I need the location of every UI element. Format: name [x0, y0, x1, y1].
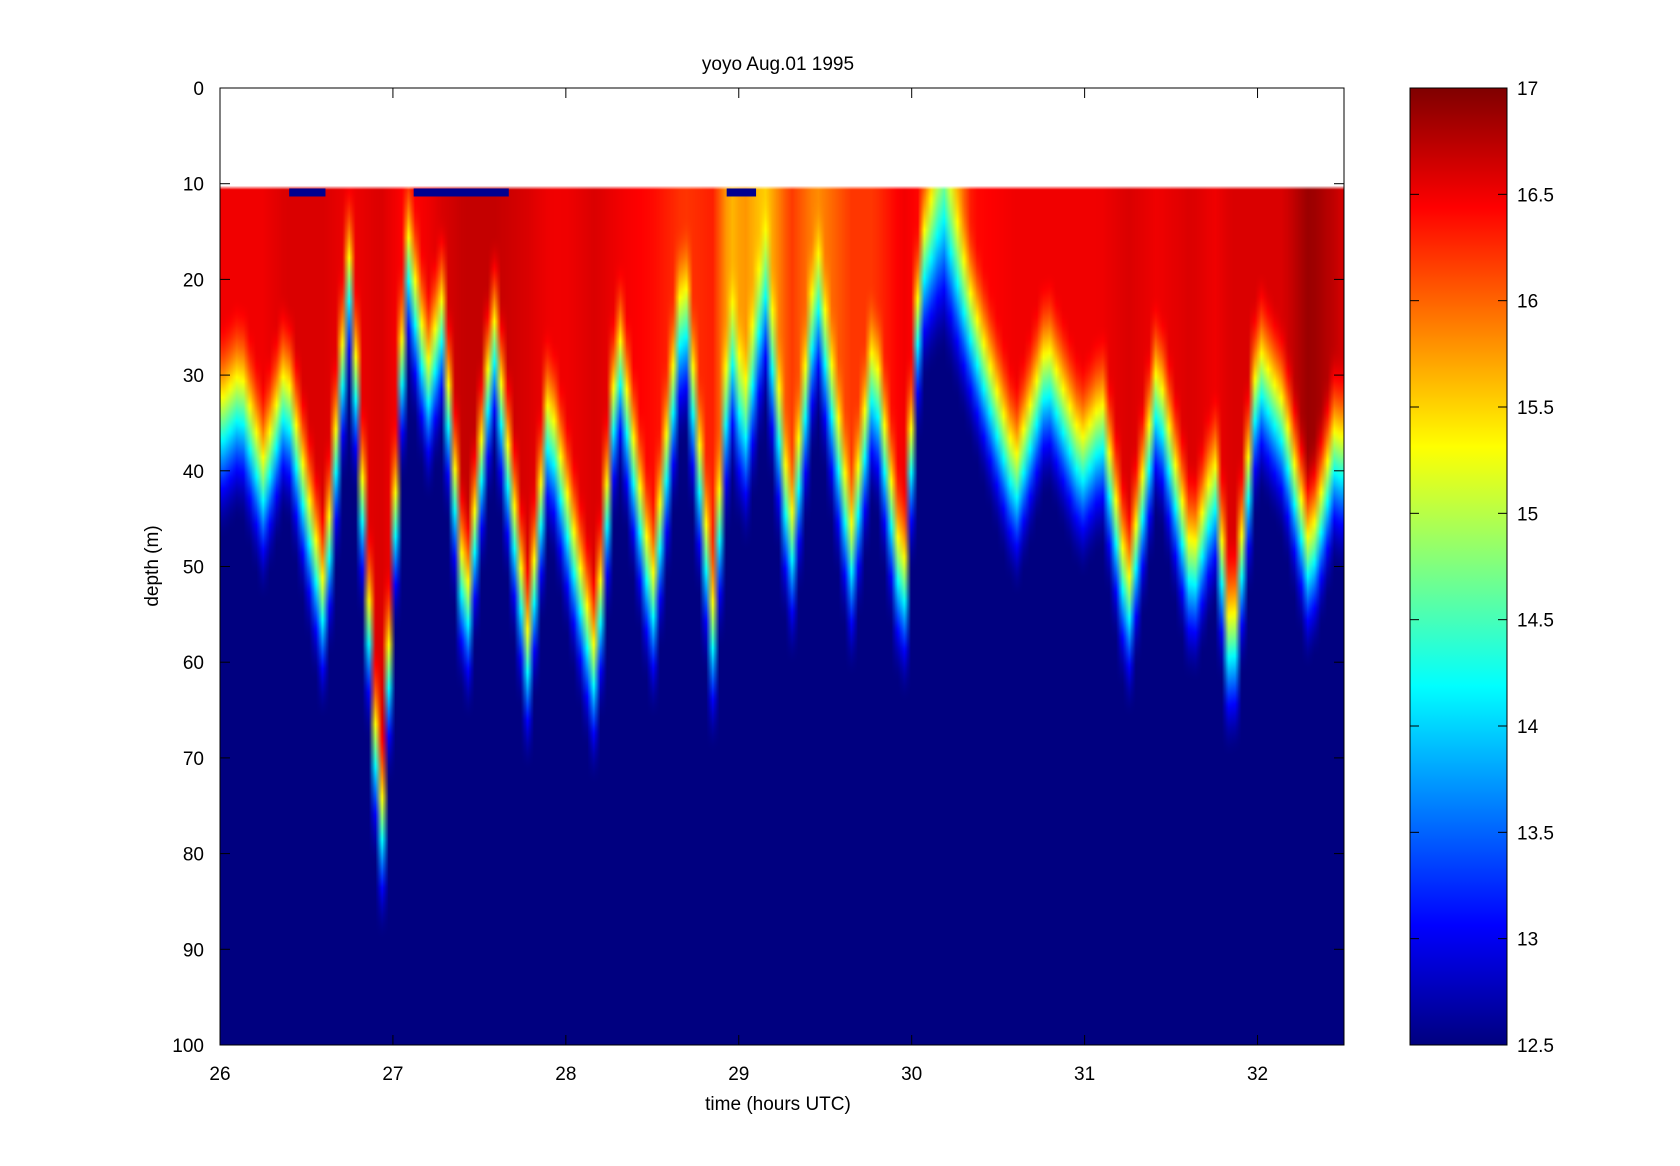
cold-blocks-layer [289, 188, 757, 197]
colorbar-tick-label: 17 [1517, 79, 1538, 100]
y-tick-label: 60 [183, 653, 204, 674]
y-tick-label: 0 [193, 79, 204, 100]
y-tick-label: 10 [183, 175, 204, 196]
y-tick-label: 30 [183, 366, 204, 387]
colorbar-tick-label: 13 [1517, 930, 1538, 951]
cold-block [413, 188, 509, 197]
colorbar-tick-label: 16.5 [1517, 185, 1554, 206]
colorbar-tick-label: 14 [1517, 717, 1539, 738]
x-tick-label: 32 [1247, 1064, 1268, 1085]
y-axis-label: depth (m) [142, 525, 163, 606]
y-tick-label: 70 [183, 749, 204, 770]
y-tick-label: 80 [183, 845, 204, 866]
x-tick-label: 30 [901, 1064, 922, 1085]
colorbar-tick-label: 15.5 [1517, 398, 1554, 419]
x-axis-ticks: 26 27 28 29 30 31 32 [209, 88, 1268, 1085]
y-tick-label: 40 [183, 462, 204, 483]
x-axis-label: time (hours UTC) [705, 1094, 851, 1115]
colorbar-tick-label: 13.5 [1517, 823, 1554, 844]
colorbar-tick-label: 15 [1517, 504, 1538, 525]
plot-area [219, 87, 1345, 1046]
x-tick-label: 28 [555, 1064, 576, 1085]
x-tick-label: 29 [728, 1064, 749, 1085]
cold-block [726, 188, 757, 197]
colorbar-tick-label: 16 [1517, 292, 1538, 313]
colorbar-gradient [1410, 88, 1507, 1045]
colorbar-tick-label: 12.5 [1517, 1036, 1554, 1057]
x-tick-label: 31 [1074, 1064, 1095, 1085]
colorbar: 12.5 13 13.5 14 14.5 15 15.5 16 16.5 17 [1409, 79, 1554, 1057]
x-tick-label: 27 [382, 1064, 403, 1085]
y-tick-label: 50 [183, 558, 204, 579]
y-tick-label: 20 [183, 270, 204, 291]
x-tick-label: 26 [209, 1064, 230, 1085]
y-tick-label: 90 [183, 940, 204, 961]
y-axis-ticks: 0 10 20 30 40 50 60 70 80 90 100 [172, 79, 1344, 1057]
colorbar-frame [1409, 87, 1508, 1046]
y-tick-label: 100 [172, 1036, 204, 1057]
colorbar-tick-label: 14.5 [1517, 611, 1554, 632]
chart-title: yoyo Aug.01 1995 [702, 54, 854, 75]
colorbar-ticks: 12.5 13 13.5 14 14.5 15 15.5 16 16.5 17 [1410, 79, 1554, 1057]
cold-block [289, 188, 326, 197]
temperature-field [220, 88, 1344, 1045]
